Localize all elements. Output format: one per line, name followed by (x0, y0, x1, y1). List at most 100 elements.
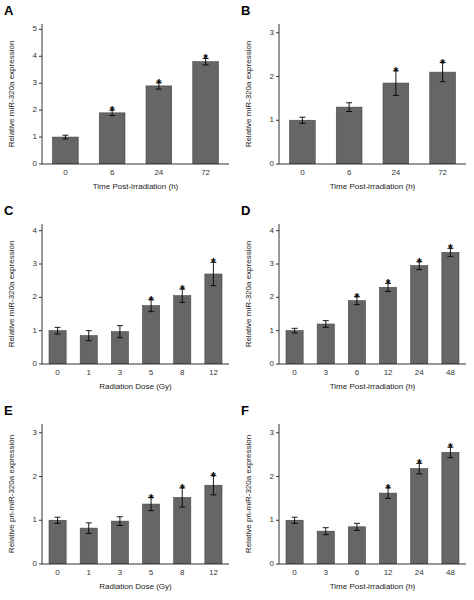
y-tick (276, 264, 279, 265)
x-tick-label: 12 (384, 368, 393, 377)
marks (286, 447, 459, 564)
y-tick (276, 564, 279, 565)
bar (53, 137, 79, 164)
y-axis-line (42, 424, 43, 564)
bar (146, 86, 172, 164)
y-tick (39, 364, 42, 365)
y-tick (276, 120, 279, 121)
y-tick (276, 364, 279, 365)
y-tick (39, 29, 42, 30)
bar (99, 113, 125, 164)
significance-star: * (110, 104, 115, 118)
y-axis-line (42, 24, 43, 164)
panel-label: B (241, 3, 250, 18)
error-bar (86, 331, 92, 341)
significance-star: * (180, 283, 185, 297)
bar (286, 331, 303, 364)
y-axis-label: Relative miR-320a expression (244, 241, 253, 348)
x-tick-label: 72 (438, 168, 447, 177)
panel: 01234036122448Time Post-irradiation (h)R… (241, 203, 466, 391)
bar (286, 520, 303, 564)
y-tick-label: 1 (33, 326, 38, 335)
bar (411, 266, 428, 364)
x-tick-label: 0 (292, 568, 297, 577)
x-tick-label: 3 (118, 568, 123, 577)
x-tick-label: 12 (209, 568, 218, 577)
x-tick-label: 1 (87, 568, 92, 577)
x-tick-label: 6 (355, 568, 360, 577)
y-tick-label: 1 (270, 115, 275, 124)
x-tick-label: 8 (180, 568, 185, 577)
significance-star: * (448, 441, 453, 455)
x-tick-label: 6 (355, 368, 360, 377)
y-axis-label: Relative miR-320a expression (7, 241, 16, 348)
x-tick-label: 0 (292, 368, 297, 377)
y-axis-label: Relative pri-miR-320a expression (244, 435, 253, 553)
bar (49, 520, 66, 564)
significance-star: * (355, 291, 360, 305)
significance-star: * (149, 492, 154, 506)
bar (143, 306, 160, 364)
x-axis-line (279, 164, 466, 165)
x-tick-label: 3 (324, 568, 329, 577)
error-bar (117, 517, 123, 526)
y-tick-label: 1 (33, 132, 38, 141)
x-tick-label: 0 (300, 168, 305, 177)
y-tick (39, 330, 42, 331)
x-tick-label: 48 (446, 568, 455, 577)
bar (411, 469, 428, 564)
x-tick-label: 48 (446, 368, 455, 377)
x-axis-label: Radiation Dose (Gy) (99, 382, 172, 391)
bar (290, 120, 316, 164)
significance-star: * (417, 256, 422, 270)
x-axis-label: Time Post-irradiation (h) (330, 582, 416, 591)
bar (205, 274, 222, 364)
y-tick-label: 2 (33, 472, 38, 481)
y-tick (276, 32, 279, 33)
y-axis-line (279, 24, 280, 164)
y-tick-label: 3 (270, 28, 275, 37)
y-tick (39, 164, 42, 165)
significance-star: * (448, 242, 453, 256)
figure: 012345062472Time Post-irradiation (h)Rel… (0, 0, 474, 600)
y-tick (276, 330, 279, 331)
x-tick-label: 5 (149, 568, 154, 577)
x-axis-line (42, 364, 229, 365)
y-tick-label: 3 (33, 259, 38, 268)
y-axis-line (279, 224, 280, 364)
y-tick-label: 3 (270, 428, 275, 437)
x-tick-label: 12 (384, 568, 393, 577)
y-tick (39, 137, 42, 138)
significance-star: * (386, 482, 391, 496)
y-tick (276, 230, 279, 231)
y-tick-label: 3 (33, 78, 38, 87)
significance-star: * (417, 457, 422, 471)
panel-label: C (4, 203, 14, 218)
y-tick (39, 56, 42, 57)
panel: 012345062472Time Post-irradiation (h)Rel… (4, 3, 229, 191)
x-tick-label: 6 (110, 168, 115, 177)
significance-star: * (440, 57, 445, 71)
y-axis-label: Relative miR-320a expression (244, 41, 253, 148)
y-tick-label: 2 (33, 292, 38, 301)
error-bar (323, 528, 329, 535)
bar (317, 324, 334, 364)
error-bar (299, 117, 305, 123)
error-bar (292, 328, 298, 333)
x-tick-label: 6 (347, 168, 352, 177)
y-tick (276, 520, 279, 521)
y-axis-line (279, 424, 280, 564)
bar (193, 62, 219, 164)
page: {"chart_data": [ {"type": "bar", "title"… (0, 0, 474, 600)
y-tick-label: 1 (270, 326, 275, 335)
y-tick-label: 2 (270, 72, 275, 81)
error-bar (62, 135, 68, 139)
x-tick-label: 0 (55, 568, 60, 577)
panel: 01230135812Radiation Dose (Gy)Relative p… (4, 403, 229, 591)
error-bar (323, 321, 329, 328)
bar (143, 504, 160, 564)
y-tick (39, 476, 42, 477)
y-tick-label: 1 (270, 515, 275, 524)
bar (380, 287, 397, 364)
y-tick (39, 230, 42, 231)
